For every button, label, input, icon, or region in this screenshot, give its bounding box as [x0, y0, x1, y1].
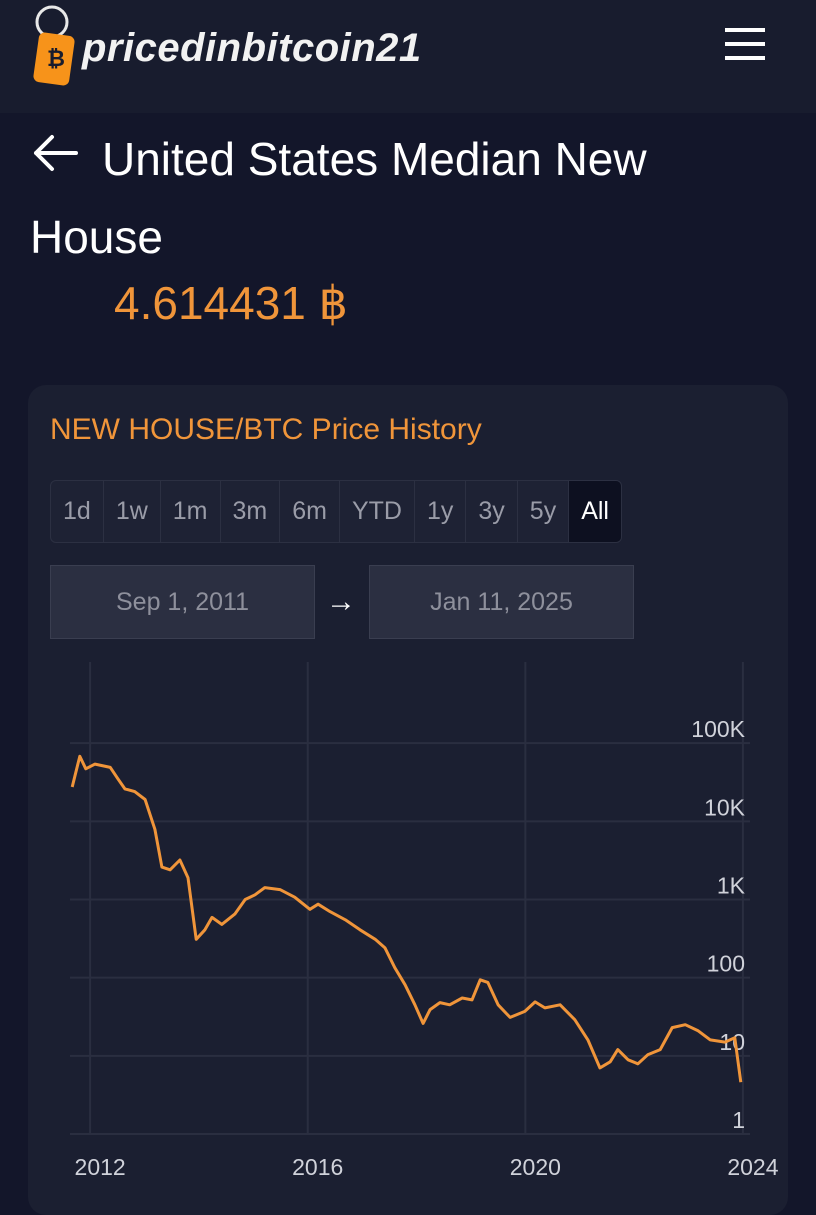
logo-tag	[33, 32, 75, 86]
range-button[interactable]: 3m	[221, 481, 281, 542]
y-tick-label: 1	[732, 1107, 745, 1133]
range-button[interactable]: 6m	[280, 481, 340, 542]
range-button[interactable]: 1d	[51, 481, 104, 542]
range-button[interactable]: All	[569, 481, 621, 542]
range-button[interactable]: 3y	[466, 481, 518, 542]
y-tick-label: 100K	[691, 716, 745, 742]
logo-symbol: ₿	[47, 46, 65, 71]
logo-ring	[35, 5, 69, 39]
x-tick-label: 2012	[75, 1154, 126, 1180]
back-button[interactable]	[28, 128, 88, 178]
date-start[interactable]: Sep 1, 2011	[50, 565, 315, 639]
price-line	[70, 754, 743, 1083]
card-title: NEW HOUSE/BTC Price History	[50, 413, 482, 446]
y-tick-label: 10K	[704, 794, 746, 820]
range-button[interactable]: 1m	[161, 481, 221, 542]
x-tick-label: 2020	[510, 1154, 561, 1180]
menu-button[interactable]	[725, 28, 765, 60]
logo-text[interactable]: pricedinbitcoin21	[82, 26, 422, 70]
range-button[interactable]: 5y	[518, 481, 570, 542]
x-tick-label: 2024	[727, 1154, 778, 1180]
range-button[interactable]: YTD	[340, 481, 415, 542]
header: ₿ pricedinbitcoin21	[0, 0, 816, 113]
y-tick-label: 1K	[717, 873, 746, 899]
x-tick-label: 2016	[292, 1154, 343, 1180]
date-end[interactable]: Jan 11, 2025	[369, 565, 634, 639]
range-button[interactable]: 1w	[104, 481, 161, 542]
y-tick-label: 100	[707, 951, 745, 977]
range-button[interactable]: 1y	[415, 481, 467, 542]
price: 4.614431 ฿	[114, 277, 348, 329]
header-icons: ₿	[33, 5, 765, 86]
date-arrow: →	[326, 585, 356, 618]
page-title: United States Median New House	[30, 133, 647, 263]
range-selector: 1d 1w 1m 3m 6m YTD 1y 3y 5y All	[50, 480, 622, 543]
